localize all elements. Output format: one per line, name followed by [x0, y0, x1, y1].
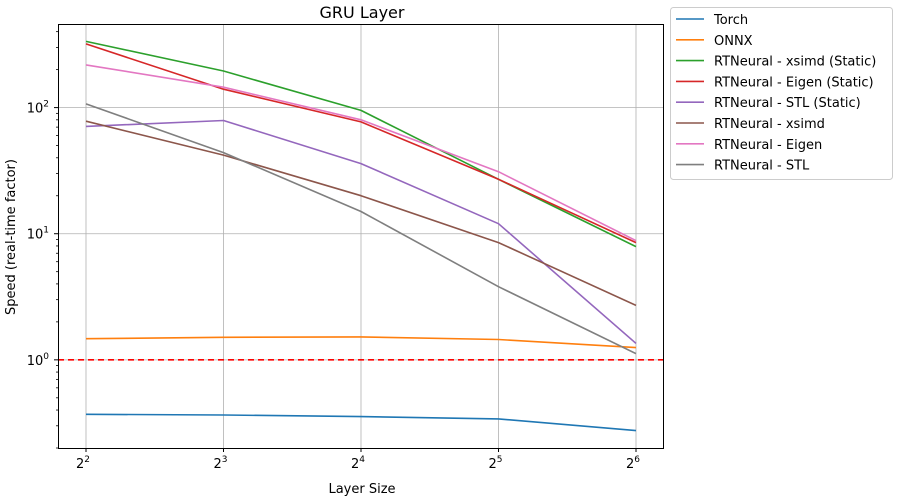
series-line: [85, 40, 637, 248]
legend: Torch ONNX RTNeural - xsimd (Static) RTNeur…: [670, 7, 893, 180]
legend-label: ONNX: [714, 34, 753, 49]
legend-box: [670, 7, 893, 180]
series-line: [85, 413, 637, 432]
y-tick-exponent: 1: [43, 226, 49, 236]
legend-label: RTNeural - Eigen: [714, 138, 822, 153]
x-tick-label: 23: [213, 455, 227, 472]
x-tick-label: 25: [488, 455, 502, 472]
x-tick-label: 22: [76, 455, 90, 472]
y-tick-label: 101: [27, 226, 49, 243]
x-tick-exponent: 6: [634, 455, 640, 465]
x-tick-exponent: 5: [497, 455, 503, 465]
y-tick-base: 10: [27, 102, 44, 117]
y-tick-label: 100: [27, 352, 50, 369]
x-tick-exponent: 3: [222, 455, 228, 465]
series-line: [85, 64, 637, 242]
series-line: [85, 43, 637, 244]
y-tick-base: 10: [27, 354, 44, 369]
x-tick-label: 26: [626, 455, 640, 472]
series-lines: [85, 40, 637, 432]
x-tick-label: 24: [351, 455, 365, 472]
chart-title: GRU Layer: [320, 3, 405, 22]
y-tick-exponent: 2: [43, 100, 49, 110]
legend-label: RTNeural - STL (Static): [714, 96, 861, 111]
series-line: [85, 336, 637, 349]
y-tick-base: 10: [27, 228, 44, 243]
legend-label: Torch: [713, 13, 748, 28]
grid: [58, 24, 663, 448]
x-tick-exponent: 2: [84, 455, 90, 465]
legend-label: RTNeural - xsimd (Static): [714, 55, 876, 70]
series-line: [85, 103, 637, 355]
y-tick-exponent: 0: [43, 352, 49, 362]
legend-label: RTNeural - xsimd: [714, 117, 825, 132]
legend-label: RTNeural - STL: [714, 159, 810, 174]
y-axis-title: Speed (real-time factor): [4, 159, 19, 315]
x-axis-ticks: 22 23 24 25 26: [76, 448, 640, 472]
x-tick-exponent: 4: [359, 455, 365, 465]
x-axis-title: Layer Size: [328, 482, 395, 497]
series-line: [85, 120, 637, 307]
y-tick-label: 102: [27, 100, 49, 117]
legend-label: RTNeural - Eigen (Static): [714, 75, 874, 90]
